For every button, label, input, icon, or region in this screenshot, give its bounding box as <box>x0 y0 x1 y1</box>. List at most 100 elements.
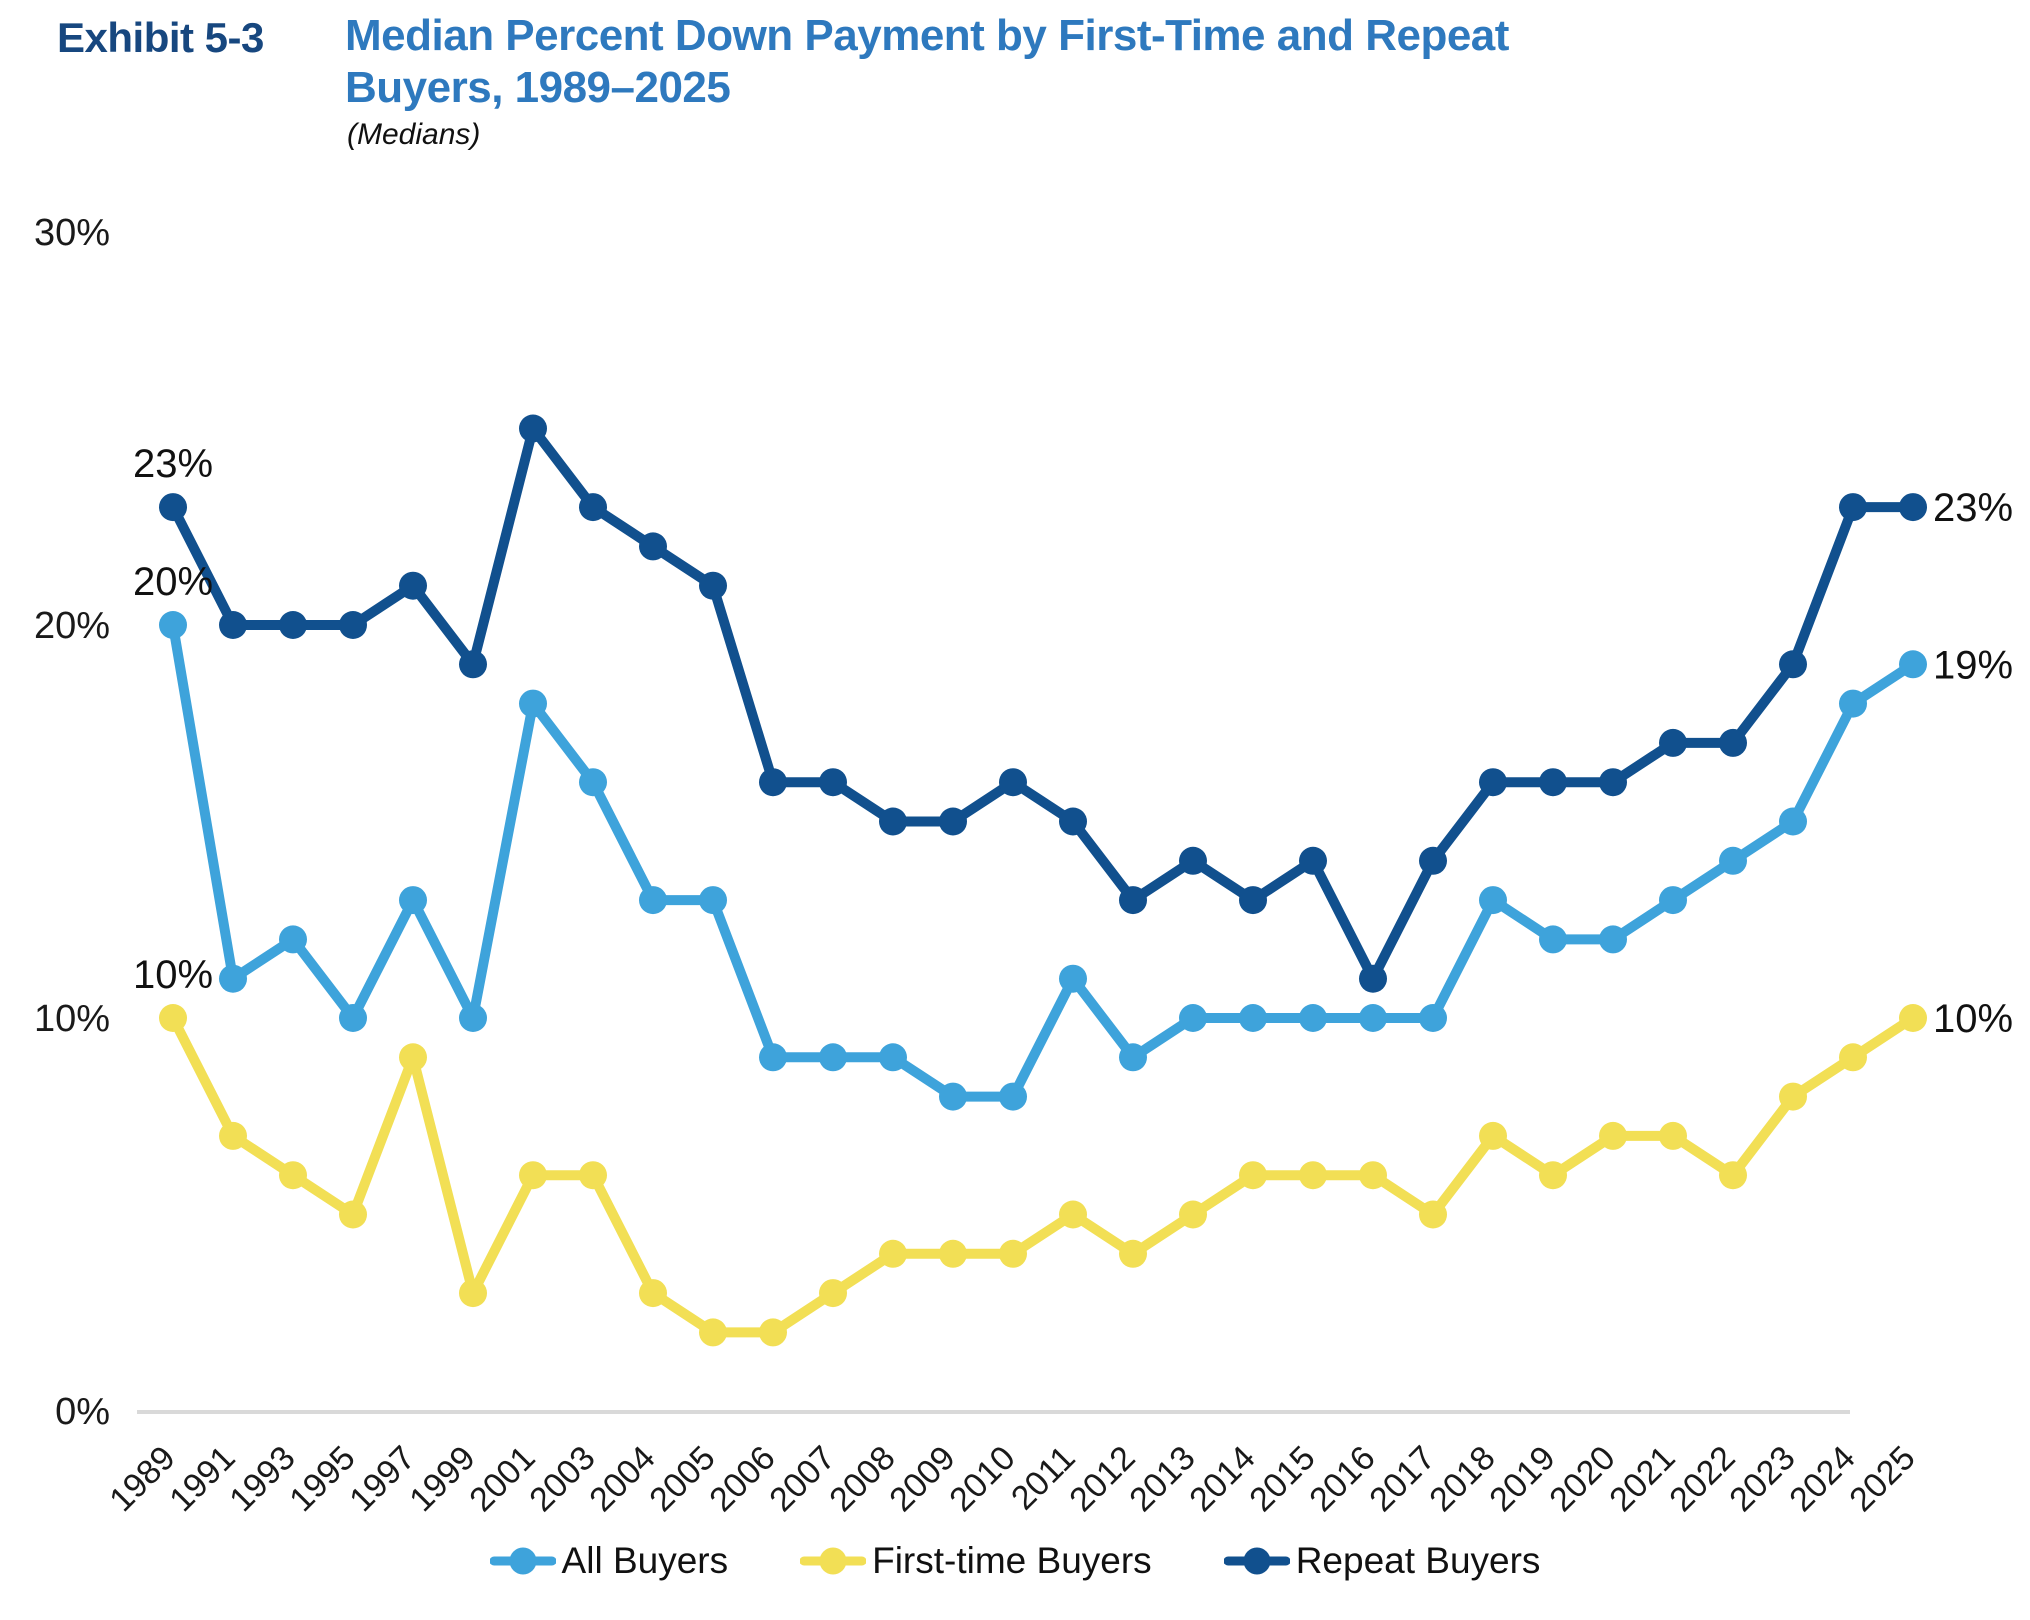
data-point-first-time-buyers-2024[interactable] <box>1839 1043 1867 1072</box>
data-point-first-time-buyers-2012[interactable] <box>1119 1239 1147 1268</box>
data-point-repeat-buyers-2021[interactable] <box>1659 728 1687 757</box>
data-point-first-time-buyers-1997[interactable] <box>399 1043 427 1072</box>
data-point-repeat-buyers-1991[interactable] <box>219 611 247 639</box>
data-point-all-buyers-2012[interactable] <box>1119 1043 1147 1072</box>
x-axis-tick-label-2004: 2004 <box>582 1439 662 1519</box>
data-point-all-buyers-2019[interactable] <box>1539 925 1567 954</box>
data-point-all-buyers-2017[interactable] <box>1419 1004 1447 1032</box>
data-point-repeat-buyers-1995[interactable] <box>339 611 367 639</box>
data-point-all-buyers-2010[interactable] <box>999 1082 1027 1111</box>
legend-item-first-time-buyers[interactable]: First-time Buyers <box>800 1540 1152 1582</box>
data-point-first-time-buyers-1991[interactable] <box>219 1121 247 1150</box>
legend-item-all-buyers[interactable]: All Buyers <box>489 1540 729 1582</box>
legend-label-all-buyers: All Buyers <box>561 1540 729 1581</box>
data-point-repeat-buyers-2017[interactable] <box>1419 846 1447 875</box>
data-point-all-buyers-2022[interactable] <box>1719 846 1747 875</box>
y-axis-tick-label-0-: 0% <box>55 1391 110 1433</box>
data-point-first-time-buyers-1989[interactable] <box>159 1004 187 1032</box>
data-point-first-time-buyers-2020[interactable] <box>1599 1121 1627 1150</box>
data-point-repeat-buyers-2009[interactable] <box>939 807 967 836</box>
data-point-first-time-buyers-2017[interactable] <box>1419 1200 1447 1229</box>
data-point-repeat-buyers-2006[interactable] <box>759 768 787 797</box>
data-point-first-time-buyers-1993[interactable] <box>279 1161 307 1190</box>
data-point-all-buyers-1991[interactable] <box>219 964 247 993</box>
legend-dot-repeat-buyers <box>1243 1547 1271 1575</box>
data-point-first-time-buyers-2004[interactable] <box>639 1279 667 1308</box>
legend-item-repeat-buyers[interactable]: Repeat Buyers <box>1223 1540 1540 1582</box>
data-point-repeat-buyers-2016[interactable] <box>1359 964 1387 993</box>
data-point-first-time-buyers-2025[interactable] <box>1899 1004 1927 1032</box>
data-point-repeat-buyers-1993[interactable] <box>279 611 307 639</box>
data-point-repeat-buyers-2015[interactable] <box>1299 846 1327 875</box>
data-point-repeat-buyers-2003[interactable] <box>579 493 607 522</box>
data-point-all-buyers-2015[interactable] <box>1299 1004 1327 1032</box>
data-point-all-buyers-2011[interactable] <box>1059 964 1087 993</box>
data-point-first-time-buyers-2019[interactable] <box>1539 1161 1567 1190</box>
data-point-first-time-buyers-2013[interactable] <box>1179 1200 1207 1229</box>
data-point-repeat-buyers-2001[interactable] <box>519 414 547 443</box>
data-point-all-buyers-1993[interactable] <box>279 925 307 954</box>
data-point-repeat-buyers-2024[interactable] <box>1839 493 1867 522</box>
data-point-first-time-buyers-2014[interactable] <box>1239 1161 1267 1190</box>
data-point-first-time-buyers-2003[interactable] <box>579 1161 607 1190</box>
data-point-all-buyers-2024[interactable] <box>1839 689 1867 718</box>
data-point-repeat-buyers-2012[interactable] <box>1119 886 1147 915</box>
data-point-repeat-buyers-2018[interactable] <box>1479 768 1507 797</box>
data-point-all-buyers-1989[interactable] <box>159 611 187 639</box>
data-point-all-buyers-1995[interactable] <box>339 1004 367 1032</box>
data-point-first-time-buyers-2006[interactable] <box>759 1318 787 1347</box>
data-point-first-time-buyers-2008[interactable] <box>879 1239 907 1268</box>
data-point-all-buyers-2005[interactable] <box>699 886 727 915</box>
data-point-first-time-buyers-2023[interactable] <box>1779 1082 1807 1111</box>
data-point-all-buyers-2013[interactable] <box>1179 1004 1207 1032</box>
data-point-first-time-buyers-2021[interactable] <box>1659 1121 1687 1150</box>
data-point-first-time-buyers-2015[interactable] <box>1299 1161 1327 1190</box>
data-point-repeat-buyers-2019[interactable] <box>1539 768 1567 797</box>
data-point-first-time-buyers-2007[interactable] <box>819 1279 847 1308</box>
data-point-all-buyers-2018[interactable] <box>1479 886 1507 915</box>
data-point-repeat-buyers-2007[interactable] <box>819 768 847 797</box>
data-point-repeat-buyers-2014[interactable] <box>1239 886 1267 915</box>
data-point-all-buyers-2006[interactable] <box>759 1043 787 1072</box>
data-point-all-buyers-2001[interactable] <box>519 689 547 718</box>
data-point-all-buyers-1999[interactable] <box>459 1004 487 1032</box>
data-point-repeat-buyers-1997[interactable] <box>399 571 427 600</box>
data-point-repeat-buyers-2008[interactable] <box>879 807 907 836</box>
data-point-first-time-buyers-1999[interactable] <box>459 1279 487 1308</box>
data-point-first-time-buyers-2009[interactable] <box>939 1239 967 1268</box>
data-point-repeat-buyers-2010[interactable] <box>999 768 1027 797</box>
data-point-all-buyers-2007[interactable] <box>819 1043 847 1072</box>
data-point-repeat-buyers-2025[interactable] <box>1899 493 1927 522</box>
data-point-all-buyers-2014[interactable] <box>1239 1004 1267 1032</box>
data-point-all-buyers-2023[interactable] <box>1779 807 1807 836</box>
data-point-first-time-buyers-2005[interactable] <box>699 1318 727 1347</box>
data-point-repeat-buyers-2004[interactable] <box>639 532 667 561</box>
data-point-all-buyers-2009[interactable] <box>939 1082 967 1111</box>
data-point-repeat-buyers-2022[interactable] <box>1719 728 1747 757</box>
x-axis-tick-label-2011: 2011 <box>1004 1439 1083 1518</box>
data-point-all-buyers-2003[interactable] <box>579 768 607 797</box>
data-point-first-time-buyers-2022[interactable] <box>1719 1161 1747 1190</box>
data-point-first-time-buyers-1995[interactable] <box>339 1200 367 1229</box>
data-point-all-buyers-2025[interactable] <box>1899 650 1927 679</box>
data-point-repeat-buyers-2020[interactable] <box>1599 768 1627 797</box>
data-point-first-time-buyers-2011[interactable] <box>1059 1200 1087 1229</box>
data-point-repeat-buyers-2023[interactable] <box>1779 650 1807 679</box>
data-point-first-time-buyers-2016[interactable] <box>1359 1161 1387 1190</box>
data-point-all-buyers-2020[interactable] <box>1599 925 1627 954</box>
data-point-repeat-buyers-1989[interactable] <box>159 493 187 522</box>
data-point-repeat-buyers-2005[interactable] <box>699 571 727 600</box>
data-point-first-time-buyers-2010[interactable] <box>999 1239 1027 1268</box>
data-point-all-buyers-2008[interactable] <box>879 1043 907 1072</box>
data-point-first-time-buyers-2018[interactable] <box>1479 1121 1507 1150</box>
data-point-all-buyers-2021[interactable] <box>1659 886 1687 915</box>
point-label-first-time-buyers-1989: 10% <box>133 953 213 997</box>
data-point-repeat-buyers-2011[interactable] <box>1059 807 1087 836</box>
data-point-first-time-buyers-2001[interactable] <box>519 1161 547 1190</box>
data-point-repeat-buyers-1999[interactable] <box>459 650 487 679</box>
data-point-repeat-buyers-2013[interactable] <box>1179 846 1207 875</box>
data-point-all-buyers-2004[interactable] <box>639 886 667 915</box>
x-axis-tick-label-2012: 2012 <box>1062 1439 1142 1519</box>
data-point-all-buyers-1997[interactable] <box>399 886 427 915</box>
data-point-all-buyers-2016[interactable] <box>1359 1004 1387 1032</box>
